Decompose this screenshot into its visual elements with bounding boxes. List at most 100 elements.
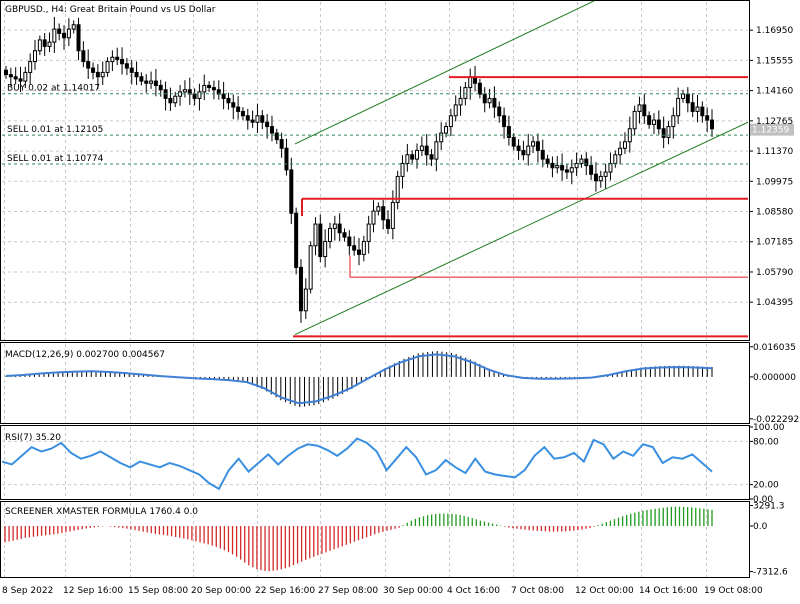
price-marks: BUY 0.02 at 1.14017 SELL 0.01 at 1.12105 S… <box>2 0 794 338</box>
y-tick-label: 0.0 <box>753 522 768 532</box>
y-tick-label: 1.11370 <box>756 147 793 157</box>
candle-body <box>120 58 125 65</box>
macd-marks <box>5 351 713 408</box>
candle-body <box>13 76 18 80</box>
candle-body <box>395 175 400 203</box>
rsi-line <box>1 437 713 491</box>
candle-body <box>149 80 154 84</box>
candle-body <box>202 84 207 93</box>
candle-body <box>76 24 81 52</box>
rsi-header: RSI(7) 35.20 <box>5 433 61 443</box>
candle-body <box>492 97 497 108</box>
candle-body <box>390 201 395 229</box>
candle-body <box>521 149 526 156</box>
candle-body <box>531 141 536 147</box>
candle-body <box>400 162 405 177</box>
candle-body <box>676 97 681 117</box>
x-tick-label: 12 Sep 16:00 <box>63 586 123 596</box>
candle-body <box>613 154 618 164</box>
x-tick-label: 27 Sep 08:00 <box>318 586 378 596</box>
candle-body <box>448 115 453 128</box>
candle-body <box>327 227 332 242</box>
candle-body <box>173 95 178 104</box>
candle-body <box>618 147 623 156</box>
candle-body <box>115 56 120 60</box>
candle-body <box>589 165 594 175</box>
candle-body <box>284 147 289 171</box>
x-tick-label: 4 Oct 16:00 <box>447 586 500 596</box>
current-price-label: 1.12359 <box>752 126 789 136</box>
x-tick-label: 19 Oct 08:00 <box>704 586 763 596</box>
candle-body <box>91 67 96 73</box>
order-label: SELL 0.01 at 1.10774 <box>7 154 104 164</box>
candle-body <box>405 154 410 164</box>
candle-body <box>52 28 57 43</box>
y-tick-label: 80.00 <box>753 437 779 447</box>
main-pane-frame <box>0 0 750 341</box>
y-tick-label: 1.04395 <box>756 298 793 308</box>
candle-body <box>347 236 352 247</box>
candle-body <box>28 61 33 73</box>
candle-body <box>545 158 550 164</box>
candle-body <box>642 104 647 117</box>
candle-body <box>647 115 652 125</box>
screener-header: SCREENER XMASTER FORMULA 1760.4 0.0 <box>5 507 198 517</box>
macd-header: MACD(12,26,9) 0.002700 0.004567 <box>5 350 165 360</box>
candle-body <box>124 63 129 69</box>
candle-body <box>182 89 187 93</box>
candle-body <box>308 245 313 290</box>
candle-body <box>511 136 516 147</box>
candle-body <box>550 162 555 169</box>
candle-body <box>269 126 274 134</box>
current-price-badge <box>750 123 794 136</box>
y-tick-label: 1.15555 <box>756 56 793 66</box>
y-tick-label: 0.00 <box>753 495 773 505</box>
candle-body <box>158 84 163 91</box>
y-tick-label: 100.00 <box>753 423 785 433</box>
candle-body <box>564 169 569 173</box>
candle-body <box>680 93 685 99</box>
candle-body <box>357 249 361 255</box>
candle-body <box>502 115 507 128</box>
x-tick-label: 30 Sep 00:00 <box>383 586 443 596</box>
candle-body <box>231 102 236 108</box>
candle-body <box>139 76 144 82</box>
candle-body <box>700 106 705 117</box>
candle-body <box>516 145 521 151</box>
candle-body <box>318 223 323 258</box>
y-tick-label: 1.05790 <box>756 268 793 278</box>
y-tick-label: 1.14160 <box>756 87 793 97</box>
grid-lines <box>2 2 748 577</box>
candle-body <box>294 212 299 268</box>
candle-body <box>608 162 613 173</box>
candle-body <box>579 158 584 164</box>
y-tick-label: 20.00 <box>753 481 779 491</box>
candle-body <box>168 97 173 104</box>
candle-body <box>274 132 279 141</box>
candle-body <box>690 102 695 112</box>
candle-body <box>245 115 250 121</box>
candle-body <box>487 97 492 104</box>
candle-body <box>337 223 342 234</box>
order-label: SELL 0.01 at 1.12105 <box>7 125 103 135</box>
candle-body <box>81 50 86 63</box>
candle-body <box>540 149 545 160</box>
candle-body <box>8 74 13 78</box>
candle-body <box>376 206 381 212</box>
rsi-marks <box>1 437 713 491</box>
candle-body <box>255 115 260 123</box>
candle-body <box>637 104 642 112</box>
candle-body <box>110 56 115 63</box>
candle-body <box>560 165 565 171</box>
candle-body <box>95 71 100 78</box>
y-tick-label: 3291.3 <box>753 502 785 512</box>
y-tick-label: 1.07185 <box>756 238 793 248</box>
y-tick-label: 0.000000 <box>753 373 796 383</box>
candle-body <box>37 39 42 52</box>
candle-body <box>410 154 415 160</box>
order-label: BUY 0.02 at 1.14017 <box>7 84 100 94</box>
candle-body <box>574 162 579 169</box>
candle-body <box>632 110 637 130</box>
